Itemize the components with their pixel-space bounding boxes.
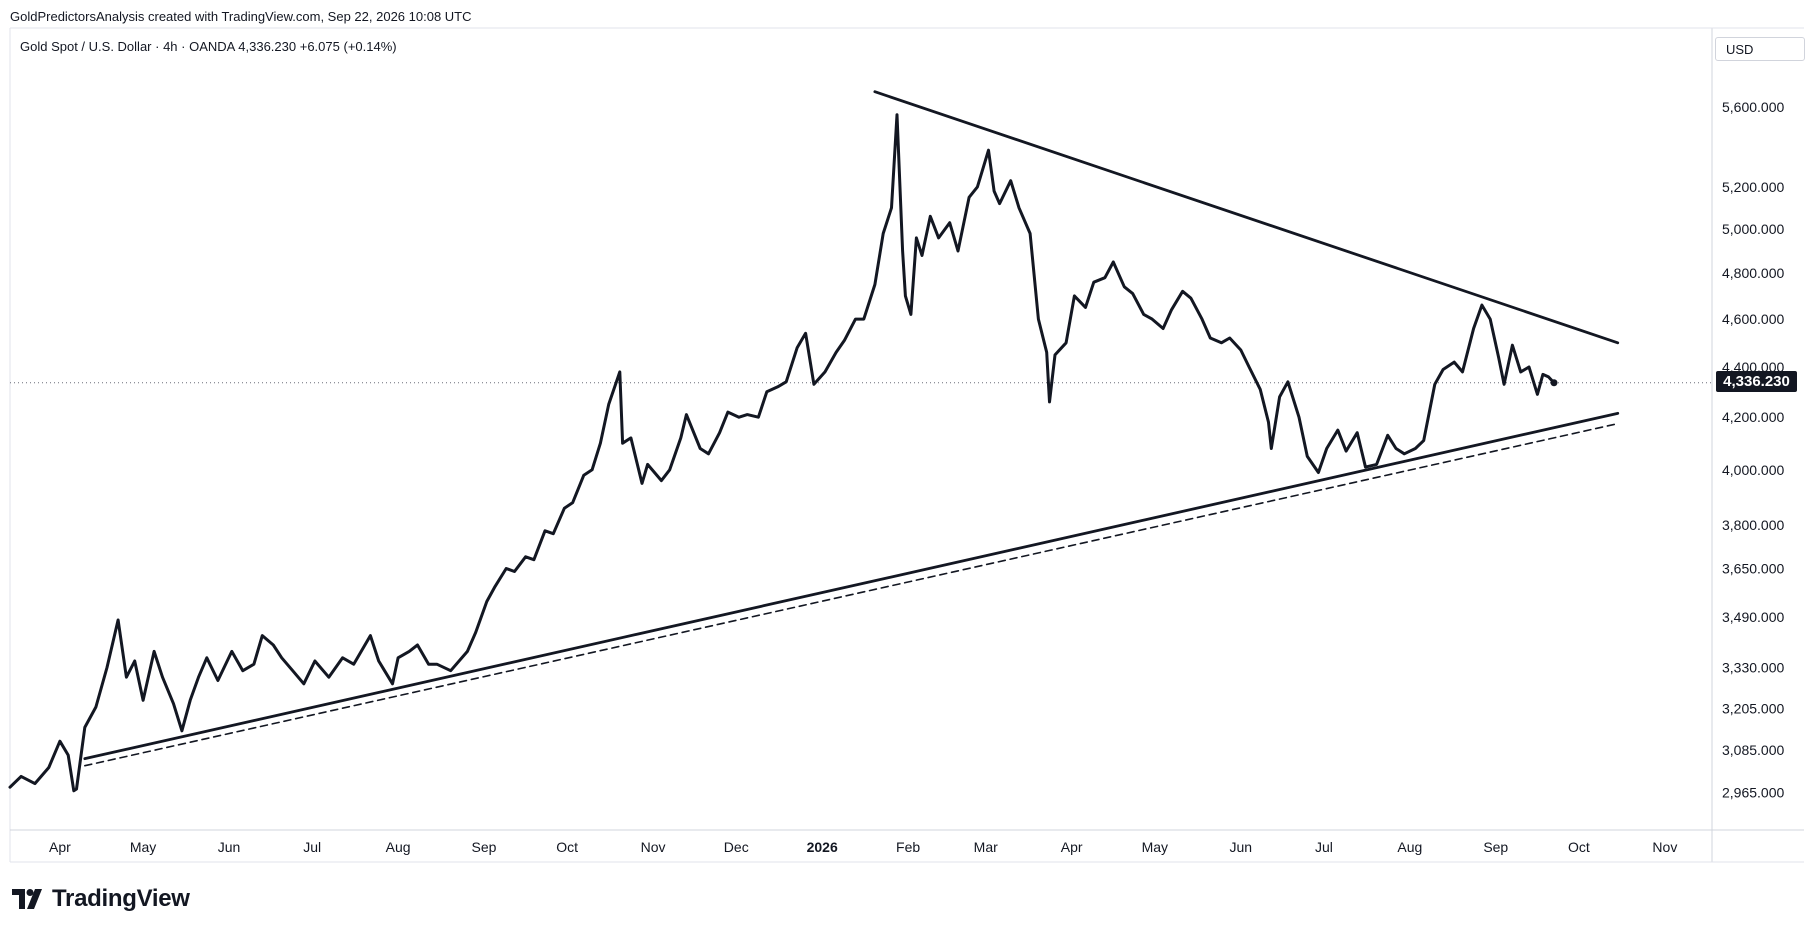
time-tick-label: Mar: [974, 839, 998, 855]
time-tick-label: Nov: [641, 839, 666, 855]
symbol-name: Gold Spot / U.S. Dollar: [20, 39, 152, 54]
time-tick-label: Aug: [386, 839, 411, 855]
symbol-change-pct: (+0.14%): [343, 39, 397, 54]
time-tick-label: Aug: [1397, 839, 1422, 855]
separator: ·: [155, 39, 164, 54]
symbol-last-price: 4,336.230: [238, 39, 297, 54]
time-tick-label: Apr: [49, 839, 71, 855]
trendlines[interactable]: [83, 90, 1620, 767]
time-tick-label: Jul: [1315, 839, 1333, 855]
price-tick-label: 3,650.000: [1722, 561, 1784, 577]
tradingview-logo-icon: [12, 889, 42, 909]
trendline-1: [83, 411, 1620, 761]
price-tick-label: 3,205.000: [1722, 701, 1784, 717]
time-tick-label: Feb: [896, 839, 920, 855]
price-tick-label: 4,800.000: [1722, 265, 1784, 281]
last-price-point: [1550, 379, 1558, 387]
price-tick-label: 5,600.000: [1722, 99, 1784, 115]
price-line: [8, 113, 1556, 793]
trendline-3: [873, 90, 1620, 345]
last-price-tag: 4,336.230: [1716, 371, 1797, 392]
chart-caption: GoldPredictorsAnalysis created with Trad…: [10, 9, 472, 24]
price-axis[interactable]: 2,965.000 3,085.000 3,205.000 3,330.000 3,49…: [1722, 99, 1784, 801]
time-tick-label: Nov: [1652, 839, 1677, 855]
time-tick-label: Oct: [1568, 839, 1590, 855]
trendline-2: [84, 422, 1619, 767]
time-tick-label: Oct: [556, 839, 578, 855]
symbol-source: OANDA: [189, 39, 235, 54]
price-tick-label: 5,200.000: [1722, 179, 1784, 195]
price-tick-label: 3,490.000: [1722, 609, 1784, 625]
time-tick-label: Dec: [724, 839, 749, 855]
price-tick-label: 4,600.000: [1722, 311, 1784, 327]
time-tick-label: Sep: [472, 839, 497, 855]
price-series: [8, 113, 1558, 793]
time-tick-label: Jun: [1229, 839, 1252, 855]
symbol-interval: 4h: [163, 39, 178, 54]
time-tick-label: May: [1142, 839, 1168, 855]
price-tick-label: 3,085.000: [1722, 742, 1784, 758]
time-tick-label: May: [130, 839, 156, 855]
time-tick-label: Jul: [303, 839, 321, 855]
time-tick-label: Jun: [218, 839, 241, 855]
tradingview-logo[interactable]: TradingView: [12, 885, 190, 913]
time-tick-label: 2026: [807, 839, 838, 855]
symbol-legend[interactable]: Gold Spot / U.S. Dollar · 4h · OANDA 4,3…: [20, 39, 397, 54]
currency-button[interactable]: USD: [1715, 37, 1805, 61]
symbol-change: +6.075: [299, 39, 340, 54]
chart-frame: [9, 27, 1804, 863]
price-tick-label: 4,200.000: [1722, 409, 1784, 425]
time-tick-label: Apr: [1061, 839, 1083, 855]
time-tick-label: Sep: [1483, 839, 1508, 855]
price-tick-label: 3,330.000: [1722, 659, 1784, 675]
time-axis[interactable]: Apr May Jun Jul Aug Sep Oct Nov Dec 2026 Feb Mar Apr…: [49, 839, 1677, 855]
separator: ·: [181, 39, 190, 54]
price-tick-label: 3,800.000: [1722, 517, 1784, 533]
price-tick-label: 5,000.000: [1722, 221, 1784, 237]
price-tick-label: 2,965.000: [1722, 785, 1784, 801]
price-tick-label: 4,000.000: [1722, 462, 1784, 478]
tradingview-wordmark: TradingView: [52, 885, 190, 912]
